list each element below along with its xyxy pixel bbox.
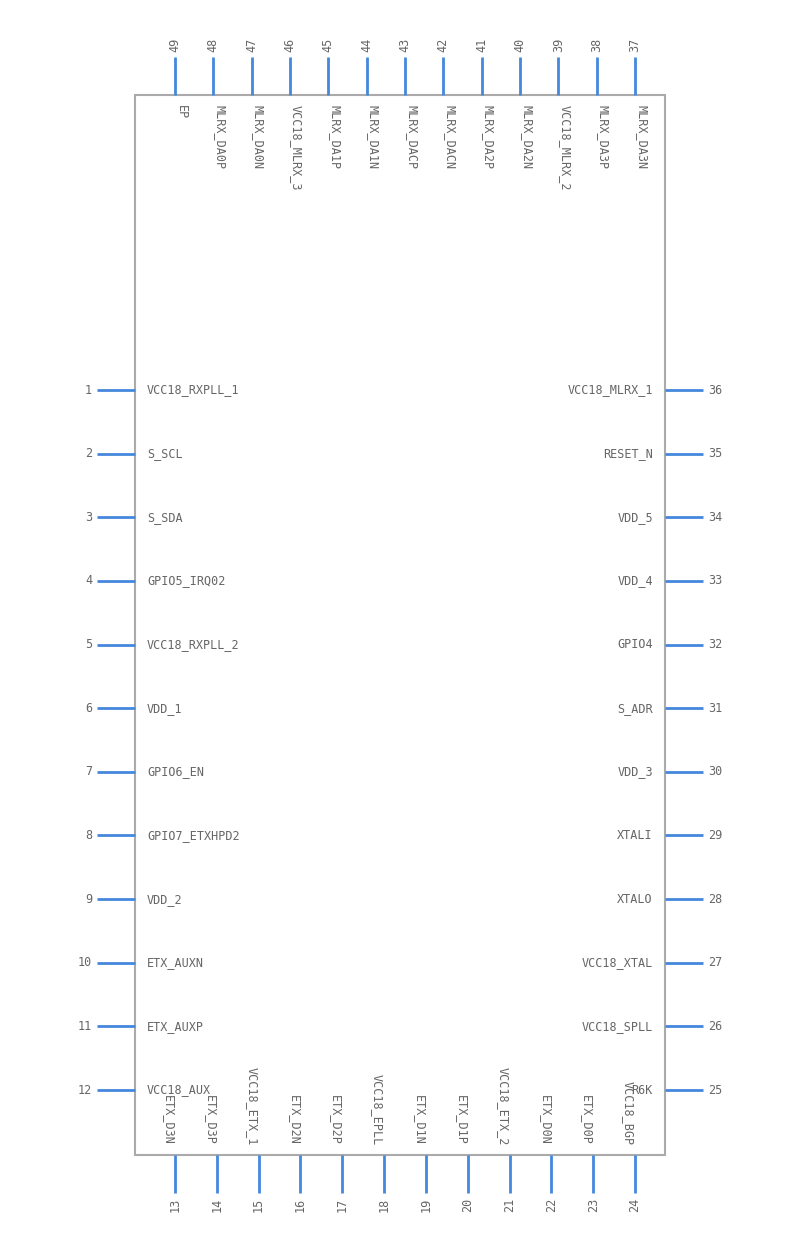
Text: MLRX_DA3P: MLRX_DA3P: [596, 105, 610, 170]
Text: ETX_AUXP: ETX_AUXP: [147, 1020, 204, 1033]
Text: 36: 36: [708, 383, 722, 397]
Text: MLRX_DA0P: MLRX_DA0P: [213, 105, 226, 170]
Text: GPIO4: GPIO4: [617, 638, 653, 651]
Text: 29: 29: [708, 829, 722, 842]
Text: 9: 9: [85, 892, 92, 906]
Text: 2: 2: [85, 447, 92, 461]
Text: ETX_D1N: ETX_D1N: [413, 1096, 426, 1144]
Text: VCC18_MLRX_3: VCC18_MLRX_3: [290, 105, 303, 191]
Text: VCC18_XTAL: VCC18_XTAL: [582, 956, 653, 970]
Text: ETX_D0P: ETX_D0P: [580, 1096, 593, 1144]
Text: ETX_D2N: ETX_D2N: [288, 1096, 301, 1144]
Text: 3: 3: [85, 510, 92, 524]
Text: VCC18_ETX_1: VCC18_ETX_1: [246, 1067, 259, 1144]
Text: 27: 27: [708, 956, 722, 970]
Text: S_SDA: S_SDA: [147, 510, 183, 524]
Text: 6: 6: [85, 701, 92, 715]
Text: 20: 20: [461, 1198, 474, 1212]
Text: ETX_D3P: ETX_D3P: [204, 1096, 217, 1144]
Text: 26: 26: [708, 1020, 722, 1033]
Text: MLRX_DACN: MLRX_DACN: [444, 105, 457, 170]
Text: XTALI: XTALI: [617, 829, 653, 842]
Text: MLRX_DA3N: MLRX_DA3N: [635, 105, 648, 170]
Text: VCC18_AUX: VCC18_AUX: [147, 1083, 211, 1097]
Text: 11: 11: [78, 1020, 92, 1033]
Text: 28: 28: [708, 892, 722, 906]
Text: VCC18_RXPLL_1: VCC18_RXPLL_1: [147, 383, 240, 397]
Text: 10: 10: [78, 956, 92, 970]
Text: 35: 35: [708, 447, 722, 461]
Text: 43: 43: [398, 37, 411, 52]
Text: VCC18_EPLL: VCC18_EPLL: [371, 1073, 384, 1144]
Text: MLRX_DACP: MLRX_DACP: [405, 105, 418, 170]
Text: 24: 24: [629, 1198, 642, 1212]
Text: MLRX_DA0N: MLRX_DA0N: [251, 105, 265, 170]
Text: VDD_2: VDD_2: [147, 892, 183, 906]
Text: MLRX_DA1P: MLRX_DA1P: [328, 105, 341, 170]
Text: GPIO6_EN: GPIO6_EN: [147, 765, 204, 779]
Text: RESET_N: RESET_N: [603, 447, 653, 461]
Text: S_SCL: S_SCL: [147, 447, 183, 461]
Text: 18: 18: [377, 1198, 390, 1212]
Text: VDD_5: VDD_5: [617, 510, 653, 524]
Text: 14: 14: [210, 1198, 223, 1212]
Text: 39: 39: [552, 37, 565, 52]
Text: 44: 44: [360, 37, 373, 52]
Text: 21: 21: [503, 1198, 516, 1212]
Text: VCC18_MLRX_2: VCC18_MLRX_2: [558, 105, 571, 191]
Text: 30: 30: [708, 765, 722, 779]
Text: 32: 32: [708, 638, 722, 651]
Text: 31: 31: [708, 701, 722, 715]
Text: 7: 7: [85, 765, 92, 779]
Text: 42: 42: [437, 37, 450, 52]
Text: 4: 4: [85, 574, 92, 588]
Text: 46: 46: [284, 37, 297, 52]
Text: MLRX_DA2P: MLRX_DA2P: [482, 105, 494, 170]
Text: R6K: R6K: [632, 1083, 653, 1097]
Text: 13: 13: [169, 1198, 182, 1212]
Text: 16: 16: [294, 1198, 307, 1212]
Text: 25: 25: [708, 1083, 722, 1097]
Text: 1: 1: [85, 383, 92, 397]
Text: 23: 23: [587, 1198, 600, 1212]
Text: XTALO: XTALO: [617, 892, 653, 906]
Text: 41: 41: [475, 37, 488, 52]
Text: 12: 12: [78, 1083, 92, 1097]
Text: MLRX_DA2N: MLRX_DA2N: [520, 105, 533, 170]
Text: EP: EP: [175, 105, 188, 120]
Text: 22: 22: [545, 1198, 558, 1212]
Text: 17: 17: [336, 1198, 349, 1212]
Text: 40: 40: [514, 37, 527, 52]
Text: 15: 15: [252, 1198, 265, 1212]
Text: 33: 33: [708, 574, 722, 588]
Text: 34: 34: [708, 510, 722, 524]
Text: VDD_3: VDD_3: [617, 765, 653, 779]
Text: ETX_D3N: ETX_D3N: [162, 1096, 175, 1144]
Text: GPIO7_ETXHPD2: GPIO7_ETXHPD2: [147, 829, 240, 842]
Text: 47: 47: [245, 37, 259, 52]
Text: ETX_D0N: ETX_D0N: [538, 1096, 551, 1144]
Text: VCC18_ETX_2: VCC18_ETX_2: [497, 1067, 510, 1144]
Text: VCC18_BGP: VCC18_BGP: [622, 1081, 635, 1144]
Text: VCC18_MLRX_1: VCC18_MLRX_1: [567, 383, 653, 397]
Text: ETX_D2P: ETX_D2P: [330, 1096, 343, 1144]
Text: VCC18_RXPLL_2: VCC18_RXPLL_2: [147, 638, 240, 651]
Text: 48: 48: [207, 37, 220, 52]
Text: 19: 19: [419, 1198, 432, 1212]
Text: VCC18_SPLL: VCC18_SPLL: [582, 1020, 653, 1033]
Text: VDD_4: VDD_4: [617, 574, 653, 588]
Text: 37: 37: [629, 37, 642, 52]
Text: GPIO5_IRQ02: GPIO5_IRQ02: [147, 574, 225, 588]
Text: ETX_D1P: ETX_D1P: [455, 1096, 468, 1144]
Text: VDD_1: VDD_1: [147, 701, 183, 715]
Text: 45: 45: [322, 37, 335, 52]
Text: S_ADR: S_ADR: [617, 701, 653, 715]
Text: 38: 38: [590, 37, 603, 52]
Text: 8: 8: [85, 829, 92, 842]
Bar: [135, 95, 665, 1154]
Text: MLRX_DA1N: MLRX_DA1N: [367, 105, 380, 170]
Text: 49: 49: [169, 37, 182, 52]
Text: 5: 5: [85, 638, 92, 651]
Text: ETX_AUXN: ETX_AUXN: [147, 956, 204, 970]
